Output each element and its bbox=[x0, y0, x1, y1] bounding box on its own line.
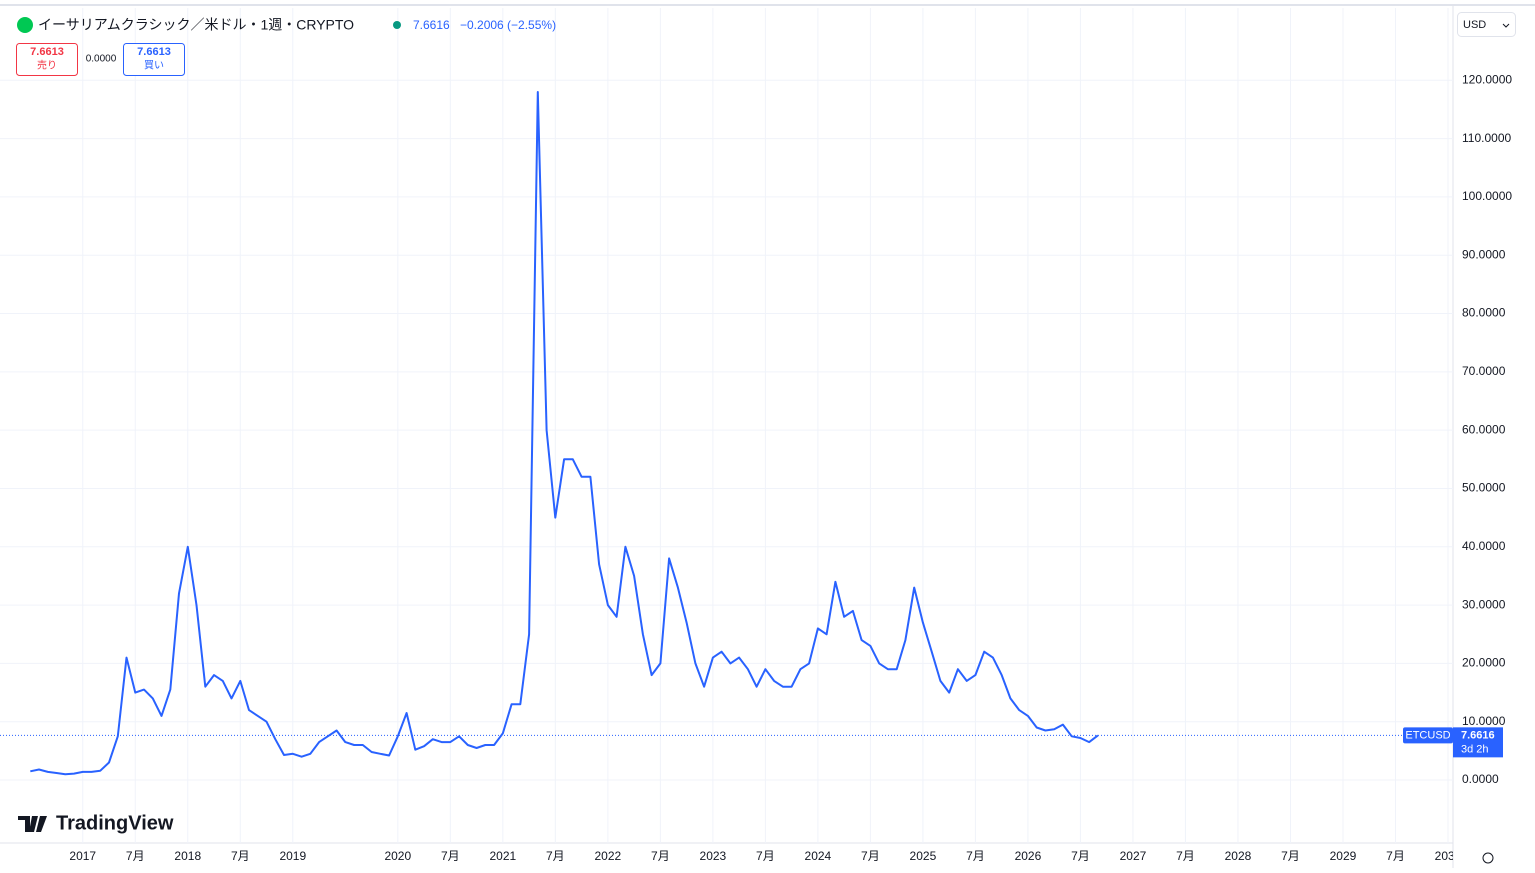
x-tick-label: 7月 bbox=[546, 849, 565, 863]
y-tick-label: 80.0000 bbox=[1462, 306, 1506, 320]
y-tick-label: 0.0000 bbox=[1462, 772, 1499, 786]
x-tick-label: 2020 bbox=[384, 849, 411, 863]
x-tick-label: 2030 bbox=[1435, 849, 1462, 863]
price-tag-value: 7.6616 bbox=[1461, 729, 1495, 741]
x-tick-label: 2029 bbox=[1330, 849, 1357, 863]
brand: TradingView bbox=[56, 812, 174, 834]
dropdown-arrow[interactable] bbox=[1502, 23, 1510, 28]
settings-icon[interactable] bbox=[1482, 852, 1494, 864]
x-tick-label: 7月 bbox=[651, 849, 670, 863]
symbol-tag bbox=[1403, 727, 1453, 744]
spread: 0.0000 bbox=[86, 54, 117, 65]
currency[interactable]: USD bbox=[1463, 19, 1486, 31]
x-tick-label: 7月 bbox=[126, 849, 145, 863]
x-tick-label: 7月 bbox=[1176, 849, 1195, 863]
x-tick-label: 7月 bbox=[441, 849, 460, 863]
x-tick-label: 2018 bbox=[174, 849, 201, 863]
sell-price[interactable]: 7.6613 bbox=[30, 46, 64, 58]
last-price: 7.6616 bbox=[413, 18, 450, 32]
x-tick-label: 7月 bbox=[966, 849, 985, 863]
y-tick-label: 60.0000 bbox=[1462, 422, 1506, 436]
y-tick-label: 10.0000 bbox=[1462, 714, 1506, 728]
x-tick-label: 2021 bbox=[489, 849, 516, 863]
x-tick-label: 7月 bbox=[1281, 849, 1300, 863]
price-change: −0.2006 (−2.55%) bbox=[460, 18, 556, 32]
x-tick-label: 7月 bbox=[861, 849, 880, 863]
buy-price[interactable]: 7.6613 bbox=[137, 46, 171, 58]
currency-select[interactable] bbox=[1457, 12, 1516, 37]
y-tick-label: 90.0000 bbox=[1462, 247, 1506, 261]
x-tick-label: 2019 bbox=[279, 849, 306, 863]
price-line bbox=[30, 91, 1099, 776]
symbol-title: イーサリアムクラシック／米ドル・1週・CRYPTO bbox=[38, 17, 354, 33]
x-tick-label: 2028 bbox=[1225, 849, 1252, 863]
price-tag bbox=[1453, 727, 1503, 758]
y-tick-label: 40.0000 bbox=[1462, 539, 1506, 553]
brand-logo bbox=[18, 816, 47, 832]
top-border bbox=[0, 4, 1535, 6]
sell-button[interactable] bbox=[16, 43, 78, 76]
y-tick-label: 50.0000 bbox=[1462, 481, 1506, 495]
x-tick-label: 7月 bbox=[1386, 849, 1405, 863]
price-tag-countdown: 3d 2h bbox=[1461, 743, 1489, 755]
y-tick-label: 120.0000 bbox=[1462, 72, 1512, 86]
symbol-tag-label: ETCUSD bbox=[1405, 729, 1450, 741]
y-tick-label: 30.0000 bbox=[1462, 597, 1506, 611]
status-dot bbox=[393, 21, 401, 29]
y-tick-label: 20.0000 bbox=[1462, 656, 1506, 670]
x-tick-label: 2027 bbox=[1120, 849, 1147, 863]
sell-label[interactable]: 売り bbox=[37, 59, 57, 72]
x-tick-label: 2022 bbox=[595, 849, 622, 863]
x-tick-label: 7月 bbox=[756, 849, 775, 863]
x-tick-label: 2023 bbox=[700, 849, 727, 863]
x-tick-label: 7月 bbox=[231, 849, 250, 863]
y-tick-label: 100.0000 bbox=[1462, 189, 1512, 203]
y-tick-label: 110.0000 bbox=[1462, 131, 1511, 145]
x-tick-label: 7月 bbox=[1071, 849, 1090, 863]
x-tick-label: 2024 bbox=[805, 849, 832, 863]
buy-button[interactable] bbox=[123, 43, 185, 76]
buy-label[interactable]: 買い bbox=[144, 60, 164, 72]
coin-icon bbox=[17, 17, 33, 33]
x-tick-label: 2025 bbox=[910, 849, 937, 863]
y-tick-label: 70.0000 bbox=[1462, 364, 1506, 378]
x-tick-label: 2026 bbox=[1015, 849, 1042, 863]
x-tick-label: 2017 bbox=[69, 849, 96, 863]
